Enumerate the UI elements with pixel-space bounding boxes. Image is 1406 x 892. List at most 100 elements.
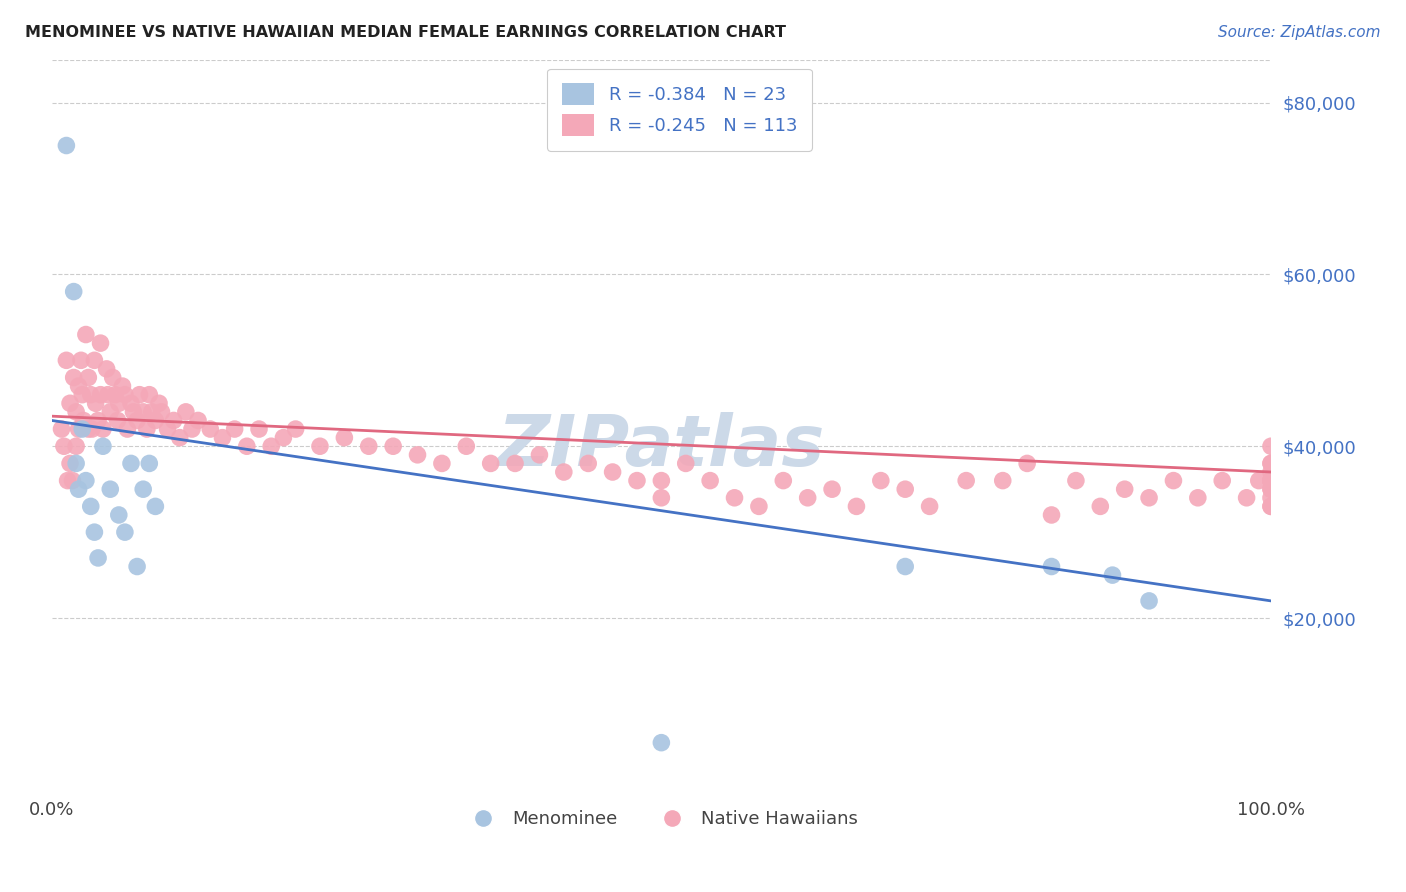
Text: Source: ZipAtlas.com: Source: ZipAtlas.com — [1218, 25, 1381, 40]
Point — [65, 405, 87, 419]
Point — [382, 439, 405, 453]
Point — [796, 491, 818, 505]
Point — [675, 457, 697, 471]
Point — [87, 550, 110, 565]
Point — [77, 422, 100, 436]
Point — [91, 422, 114, 436]
Point — [145, 500, 167, 514]
Point — [1040, 508, 1063, 522]
Point — [75, 327, 97, 342]
Point — [138, 387, 160, 401]
Point — [62, 285, 84, 299]
Point — [98, 482, 121, 496]
Point — [107, 413, 129, 427]
Point — [84, 396, 107, 410]
Point — [97, 387, 120, 401]
Point — [1260, 465, 1282, 479]
Point — [65, 439, 87, 453]
Point — [626, 474, 648, 488]
Point — [430, 457, 453, 471]
Point — [89, 387, 111, 401]
Point — [72, 413, 94, 427]
Point — [723, 491, 745, 505]
Point — [141, 405, 163, 419]
Point — [156, 422, 179, 436]
Point — [87, 413, 110, 427]
Point — [56, 474, 79, 488]
Point — [169, 431, 191, 445]
Point — [75, 474, 97, 488]
Point — [70, 353, 93, 368]
Point — [894, 482, 917, 496]
Point — [55, 353, 77, 368]
Point — [224, 422, 246, 436]
Point — [83, 353, 105, 368]
Point — [59, 396, 82, 410]
Point — [101, 370, 124, 384]
Point — [236, 439, 259, 453]
Point — [114, 387, 136, 401]
Point — [650, 491, 672, 505]
Point — [135, 422, 157, 436]
Point — [59, 457, 82, 471]
Point — [91, 439, 114, 453]
Point — [62, 370, 84, 384]
Point — [1137, 491, 1160, 505]
Point — [138, 457, 160, 471]
Point — [107, 396, 129, 410]
Point — [1090, 500, 1112, 514]
Point — [200, 422, 222, 436]
Point — [111, 379, 134, 393]
Point — [1187, 491, 1209, 505]
Point — [1163, 474, 1185, 488]
Point — [1260, 474, 1282, 488]
Point — [98, 405, 121, 419]
Point — [918, 500, 941, 514]
Point — [55, 138, 77, 153]
Text: ZIPatlas: ZIPatlas — [498, 412, 825, 481]
Point — [456, 439, 478, 453]
Point — [845, 500, 868, 514]
Point — [1260, 482, 1282, 496]
Legend: Menominee, Native Hawaiians: Menominee, Native Hawaiians — [458, 803, 865, 836]
Point — [120, 396, 142, 410]
Point — [1260, 474, 1282, 488]
Point — [96, 362, 118, 376]
Point — [309, 439, 332, 453]
Point — [127, 413, 149, 427]
Point — [503, 457, 526, 471]
Point — [699, 474, 721, 488]
Point — [1101, 568, 1123, 582]
Point — [1211, 474, 1233, 488]
Point — [52, 439, 75, 453]
Point — [1260, 439, 1282, 453]
Point — [122, 405, 145, 419]
Point — [273, 431, 295, 445]
Point — [89, 336, 111, 351]
Point — [1137, 594, 1160, 608]
Point — [83, 525, 105, 540]
Point — [1260, 474, 1282, 488]
Point — [1260, 482, 1282, 496]
Point — [181, 422, 204, 436]
Point — [1017, 457, 1039, 471]
Point — [553, 465, 575, 479]
Point — [211, 431, 233, 445]
Point — [67, 379, 90, 393]
Point — [70, 422, 93, 436]
Point — [132, 482, 155, 496]
Point — [80, 422, 103, 436]
Point — [62, 474, 84, 488]
Point — [127, 559, 149, 574]
Point — [260, 439, 283, 453]
Point — [748, 500, 770, 514]
Point — [1260, 500, 1282, 514]
Point — [1260, 457, 1282, 471]
Point — [1114, 482, 1136, 496]
Point — [51, 422, 73, 436]
Point — [65, 457, 87, 471]
Point — [991, 474, 1014, 488]
Point — [1260, 457, 1282, 471]
Point — [117, 422, 139, 436]
Point — [955, 474, 977, 488]
